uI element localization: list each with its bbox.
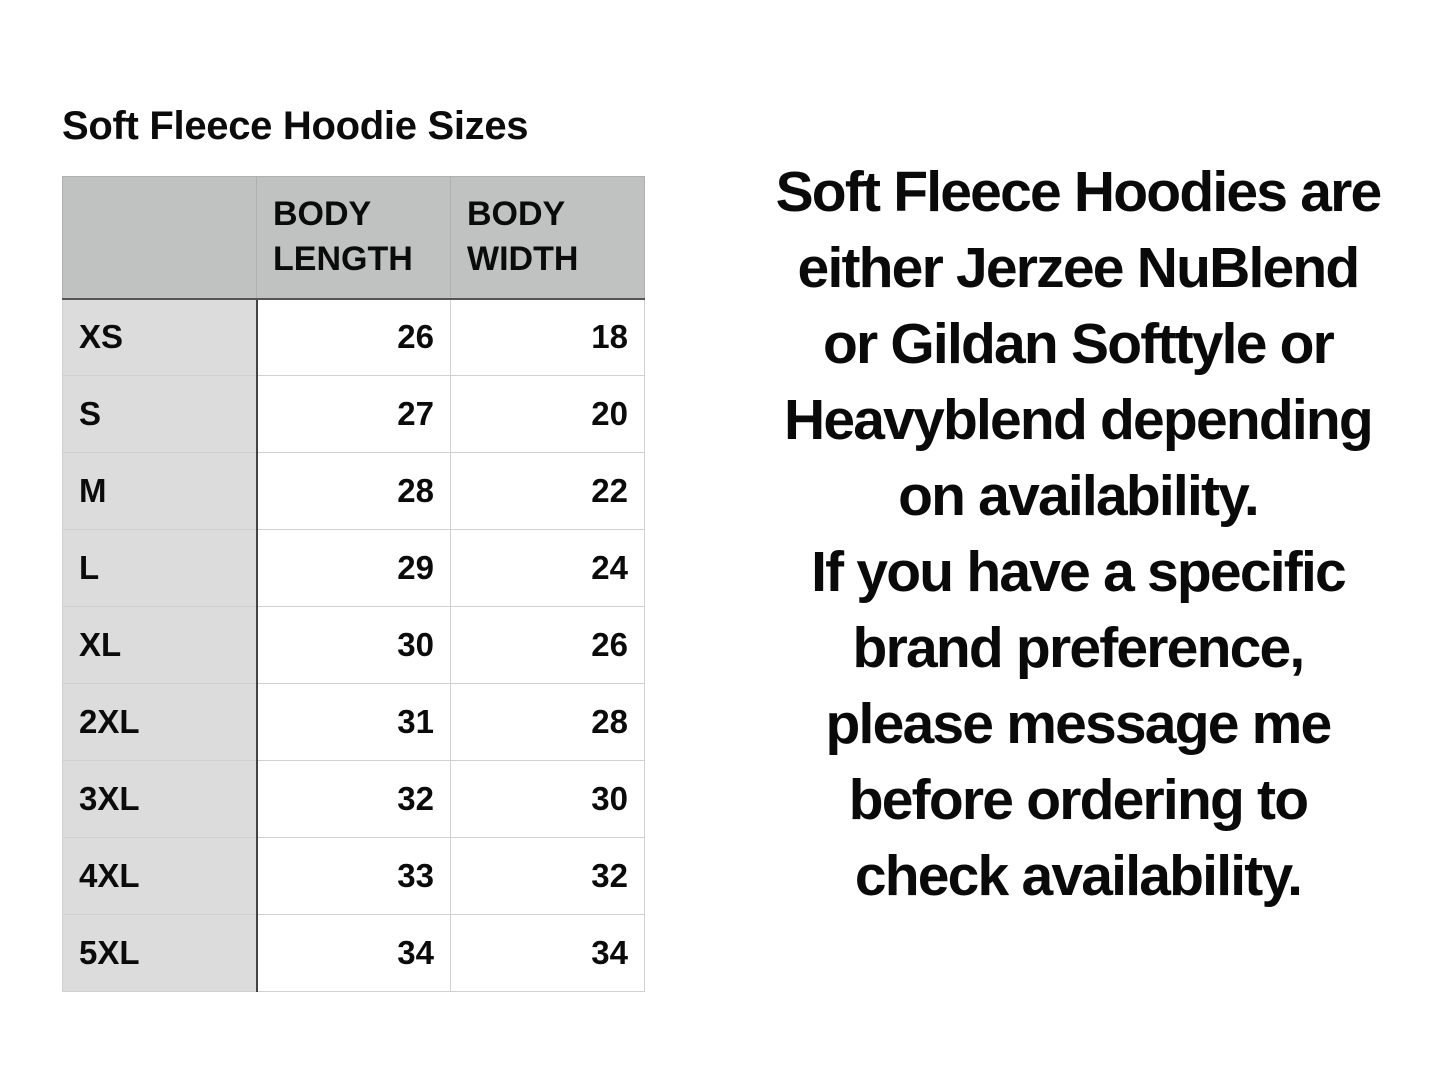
length-cell: 30 <box>256 606 451 684</box>
note-line: either Jerzee NuBlend <box>797 236 1361 300</box>
table-row: 2XL 31 28 <box>62 683 645 761</box>
size-table: BODY LENGTH BODY WIDTH XS 26 18 S 27 20 M 28 22 L 29… <box>62 176 645 992</box>
width-cell: 34 <box>450 914 645 992</box>
note-line: before ordering to <box>848 768 1309 832</box>
width-cell: 22 <box>450 452 645 530</box>
note-line: please message me <box>825 692 1333 756</box>
length-cell: 32 <box>256 760 451 838</box>
header-empty <box>62 176 257 300</box>
note-line: Soft Fleece Hoodies are <box>775 160 1383 224</box>
table-row: XL 30 26 <box>62 606 645 684</box>
table-row: L 29 24 <box>62 529 645 607</box>
size-cell: 5XL <box>62 914 258 992</box>
note-line: on availability. <box>898 464 1260 528</box>
length-cell: 27 <box>256 375 451 453</box>
width-cell: 32 <box>450 837 645 915</box>
table-row: XS 26 18 <box>62 298 645 376</box>
size-cell: 4XL <box>62 837 258 915</box>
table-row: S 27 20 <box>62 375 645 453</box>
width-cell: 24 <box>450 529 645 607</box>
width-cell: 30 <box>450 760 645 838</box>
note-line: Heavyblend depending <box>784 388 1374 452</box>
page-title: Soft Fleece Hoodie Sizes <box>62 104 529 148</box>
note-line: check availability. <box>854 844 1303 908</box>
width-cell: 18 <box>450 298 645 376</box>
length-cell: 26 <box>256 298 451 376</box>
size-cell: 2XL <box>62 683 258 761</box>
note-line: brand preference, <box>852 616 1306 680</box>
length-cell: 28 <box>256 452 451 530</box>
note-line: or Gildan Softtyle or <box>822 312 1335 376</box>
length-cell: 34 <box>256 914 451 992</box>
length-cell: 33 <box>256 837 451 915</box>
size-cell: M <box>62 452 258 530</box>
table-header-row: BODY LENGTH BODY WIDTH <box>62 176 645 300</box>
table-row: 4XL 33 32 <box>62 837 645 915</box>
brand-note: Soft Fleece Hoodies are either Jerzee NuB… <box>720 154 1436 914</box>
size-cell: XS <box>62 298 258 376</box>
length-cell: 31 <box>256 683 451 761</box>
table-row: M 28 22 <box>62 452 645 530</box>
header-body-length: BODY LENGTH <box>256 176 451 300</box>
size-cell: L <box>62 529 258 607</box>
length-cell: 29 <box>256 529 451 607</box>
width-cell: 20 <box>450 375 645 453</box>
width-cell: 28 <box>450 683 645 761</box>
width-cell: 26 <box>450 606 645 684</box>
size-cell: S <box>62 375 258 453</box>
table-row: 3XL 32 30 <box>62 760 645 838</box>
size-cell: 3XL <box>62 760 258 838</box>
header-body-width: BODY WIDTH <box>450 176 645 300</box>
size-cell: XL <box>62 606 258 684</box>
table-row: 5XL 34 34 <box>62 914 645 992</box>
note-line: If you have a specific <box>811 540 1347 604</box>
